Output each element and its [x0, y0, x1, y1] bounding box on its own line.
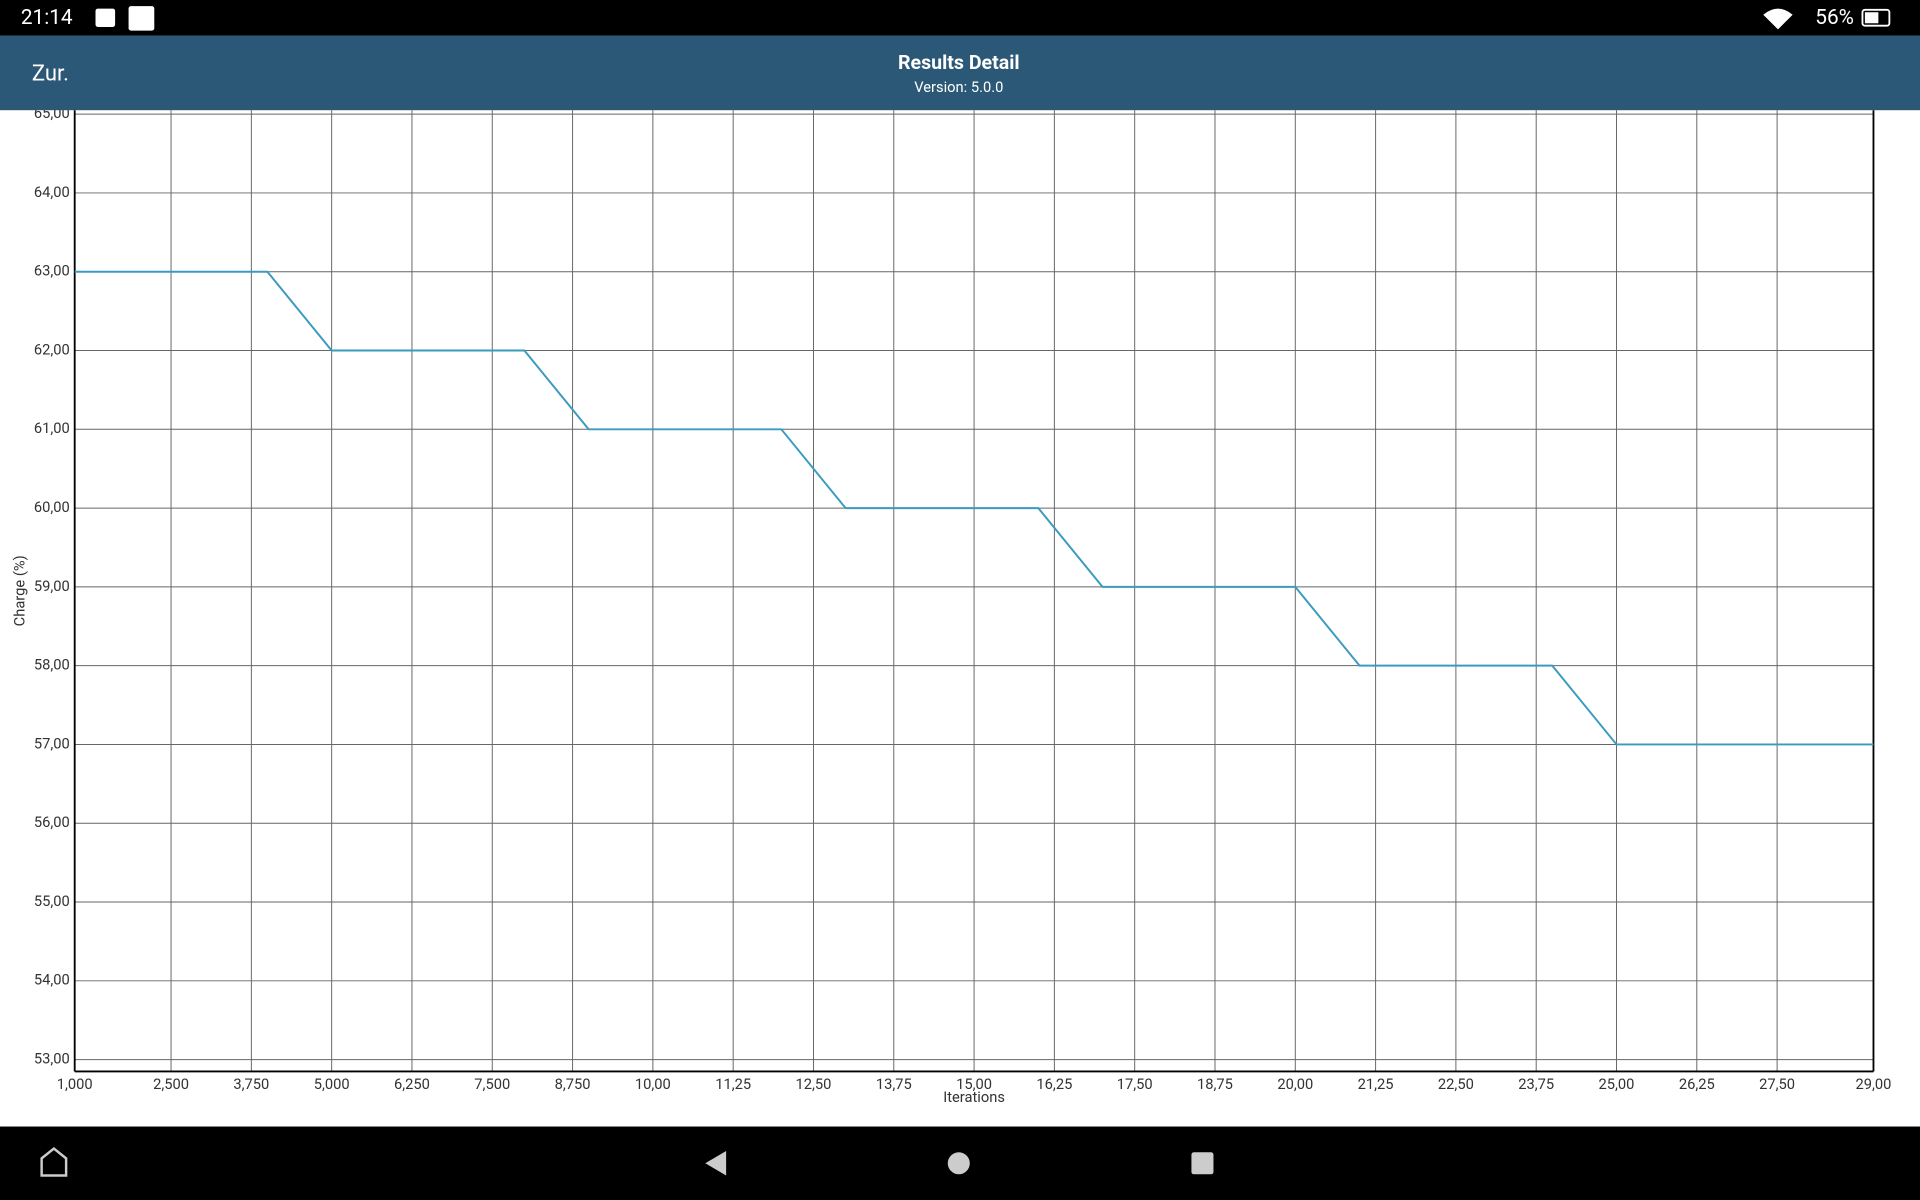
x-tick-label: 15,00: [956, 1075, 992, 1093]
y-tick-label: 63,00: [34, 262, 70, 280]
x-tick-label: 6,250: [394, 1075, 430, 1093]
x-tick-label: 16,25: [1036, 1075, 1072, 1093]
x-tick-label: 3,750: [233, 1075, 269, 1093]
status-bar: [0, 0, 1920, 36]
x-tick-label: 25,00: [1599, 1075, 1635, 1093]
gallery-icon: [95, 8, 116, 27]
y-tick-label: 56,00: [34, 813, 70, 831]
x-axis-label: Iterations: [943, 1088, 1005, 1106]
plot-area: 53,00 54,00 55,00 56,00 57,00 58,00 59,00 60,00…: [11, 104, 1892, 1106]
x-tick-label: 27,50: [1759, 1075, 1795, 1093]
y-tick-label: 60,00: [34, 498, 70, 516]
notification-icon: [128, 6, 155, 31]
y-tick-label: 57,00: [34, 734, 70, 752]
x-tick-label: 29,00: [1856, 1075, 1892, 1093]
home-app-icon[interactable]: [40, 1147, 68, 1177]
nav-recents[interactable]: [1191, 1152, 1214, 1175]
x-tick-label: 5,000: [314, 1075, 350, 1093]
back-button[interactable]: Zur.: [32, 62, 69, 87]
x-tick-label: 10,00: [635, 1075, 671, 1093]
x-tick-label: 26,25: [1679, 1075, 1715, 1093]
header-bar: [0, 35, 1920, 111]
y-tick-label: 53,00: [34, 1049, 70, 1067]
data-line: [74, 270, 1874, 746]
x-tick-label: 12,50: [796, 1075, 832, 1093]
x-tick-label: 11,25: [715, 1075, 751, 1093]
x-tick-label: 17,50: [1117, 1075, 1153, 1093]
y-tick-label: 64,00: [34, 183, 70, 201]
header-title: Results Detail: [898, 51, 1020, 74]
x-tick-label: 8,750: [555, 1075, 591, 1093]
y-tick-label: 59,00: [34, 577, 70, 595]
nav-home[interactable]: [947, 1152, 970, 1175]
y-tick-label: 54,00: [34, 971, 70, 989]
x-tick-label: 21,25: [1358, 1075, 1394, 1093]
x-tick-label: 2,500: [153, 1075, 189, 1093]
status-time: 21:14: [21, 6, 73, 30]
y-tick-label: 58,00: [34, 656, 70, 674]
header-subtitle: Version: 5.0.0: [914, 78, 1003, 96]
y-tick-label: 61,00: [34, 419, 70, 437]
battery-icon: [1861, 8, 1891, 27]
x-tick-label: 23,75: [1518, 1075, 1554, 1093]
x-tick-label: 7,500: [474, 1075, 510, 1093]
y-tick-label: 55,00: [34, 892, 70, 910]
y-axis-label: Charge (%): [11, 555, 29, 626]
battery-level: 56%: [1815, 6, 1854, 30]
y-tick-label: 62,00: [34, 340, 70, 358]
x-tick-label: 22,50: [1438, 1075, 1474, 1093]
x-tick-label: 13,75: [876, 1075, 912, 1093]
wifi-icon: [1763, 8, 1793, 30]
battery-fill: [1864, 12, 1879, 24]
x-tick-label: 20,00: [1277, 1075, 1313, 1093]
x-tick-label: 1,000: [57, 1075, 93, 1093]
x-tick-label: 18,75: [1197, 1075, 1233, 1093]
nav-back[interactable]: [705, 1151, 727, 1176]
